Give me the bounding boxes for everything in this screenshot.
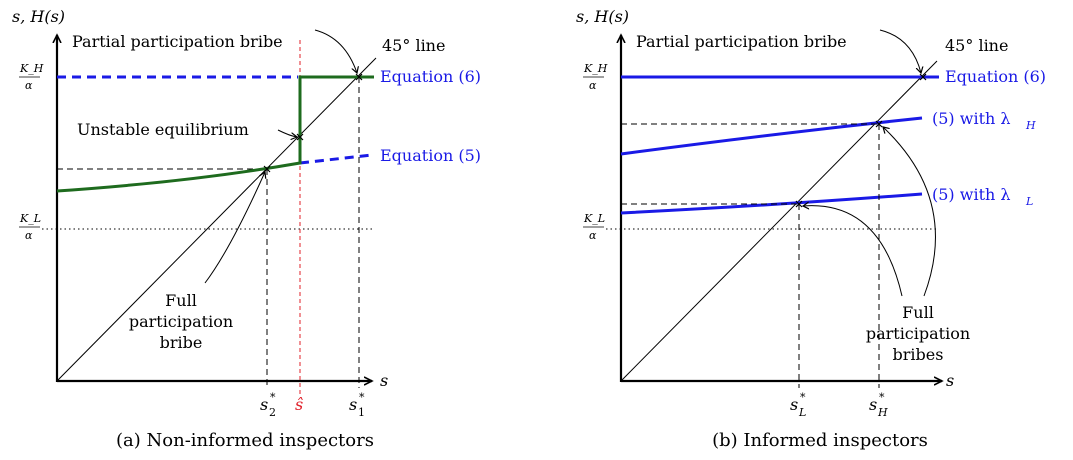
equation-6-label: Equation (6): [945, 67, 1046, 86]
svg-text:α: α: [589, 79, 597, 92]
svg-text:L: L: [798, 406, 806, 419]
svg-text:H: H: [1025, 119, 1036, 132]
full-participation-arrow: [204, 172, 265, 284]
equation-5-label: Equation (5): [380, 146, 481, 165]
kh-alpha-fraction: K_H α: [583, 62, 608, 92]
svg-text:1: 1: [358, 406, 365, 419]
partial-participation-label: Partial participation bribe: [72, 32, 283, 51]
panel-a: s, H(s) s K_H α K_L α 45° line Equation …: [12, 7, 481, 451]
svg-text:(5) with λ: (5) with λ: [932, 109, 1011, 128]
forty-five-degree-line: [56, 57, 377, 382]
svg-text:(5) with λ: (5) with λ: [932, 185, 1011, 204]
svg-text:s: s: [260, 395, 268, 414]
panel-b: s, H(s) s K_H α K_L α 45° line Equation …: [576, 7, 1046, 451]
tick-sh-star: s * H: [869, 391, 888, 419]
svg-text:s: s: [869, 395, 877, 414]
equilibrium-sl-point: [795, 200, 803, 208]
tick-s-hat: ŝ: [295, 395, 303, 414]
equation-5-dashed-line: [299, 153, 373, 165]
svg-text:H: H: [877, 406, 888, 419]
h-function-green-curve: [56, 75, 374, 193]
tick-s2-star: s * 2: [260, 391, 276, 419]
unstable-equilibrium-label: Unstable equilibrium: [77, 120, 249, 139]
svg-text:*: *: [270, 391, 276, 404]
kl-alpha-fraction: K_L α: [583, 212, 605, 242]
svg-text:L: L: [1025, 195, 1033, 208]
caption-b: (b) Informed inspectors: [712, 430, 928, 451]
y-axis-label: s, H(s): [576, 7, 629, 26]
svg-text:s: s: [790, 395, 798, 414]
lambda-l-label: (5) with λ L: [932, 185, 1033, 208]
svg-text:α: α: [25, 229, 33, 242]
svg-text:2: 2: [269, 406, 276, 419]
svg-text:K_H: K_H: [583, 62, 608, 75]
tick-s1-star: s * 1: [349, 391, 365, 419]
partial-participation-label: Partial participation bribe: [636, 32, 847, 51]
svg-text:α: α: [25, 79, 33, 92]
svg-text:*: *: [800, 391, 806, 404]
lambda-h-label: (5) with λ H: [932, 109, 1036, 132]
kl-alpha-fraction: K_L α: [19, 212, 41, 242]
equilibrium-s1-point: [355, 73, 363, 81]
full-participation-line3: bribes: [893, 345, 944, 364]
svg-text:K_L: K_L: [583, 212, 605, 225]
svg-text:*: *: [359, 391, 365, 404]
x-axis-label: s: [380, 371, 388, 390]
svg-text:K_L: K_L: [19, 212, 41, 225]
forty-five-degree-line: [620, 60, 938, 382]
full-participation-line2: participation: [866, 324, 970, 343]
equation-6-label: Equation (6): [380, 67, 481, 86]
full-participation-line3: bribe: [160, 333, 203, 352]
svg-text:s: s: [349, 395, 357, 414]
full-participation-line1: Full: [902, 303, 934, 322]
svg-text:*: *: [879, 391, 885, 404]
tick-sl-star: s * L: [790, 391, 806, 419]
forty-five-line-label: 45° line: [945, 36, 1008, 55]
forty-five-line-label: 45° line: [382, 36, 445, 55]
equilibrium-sh-point: [875, 120, 883, 128]
full-participation-line1: Full: [165, 291, 197, 310]
svg-text:α: α: [589, 229, 597, 242]
full-participation-arrow-h: [883, 127, 936, 297]
caption-a: (a) Non-informed inspectors: [116, 430, 374, 451]
partial-participation-arrow: [314, 29, 357, 73]
unstable-equilibrium-arrow: [277, 129, 297, 137]
y-axis-label: s, H(s): [12, 7, 65, 26]
full-participation-arrow-l: [803, 206, 903, 297]
kh-alpha-fraction: K_H α: [19, 62, 44, 92]
equilibrium-partial-point: [919, 73, 927, 81]
full-participation-line2: participation: [129, 312, 233, 331]
svg-text:K_H: K_H: [19, 62, 44, 75]
partial-participation-arrow: [879, 29, 921, 73]
x-axis-label: s: [946, 371, 954, 390]
lambda-h-curve: [620, 116, 923, 156]
